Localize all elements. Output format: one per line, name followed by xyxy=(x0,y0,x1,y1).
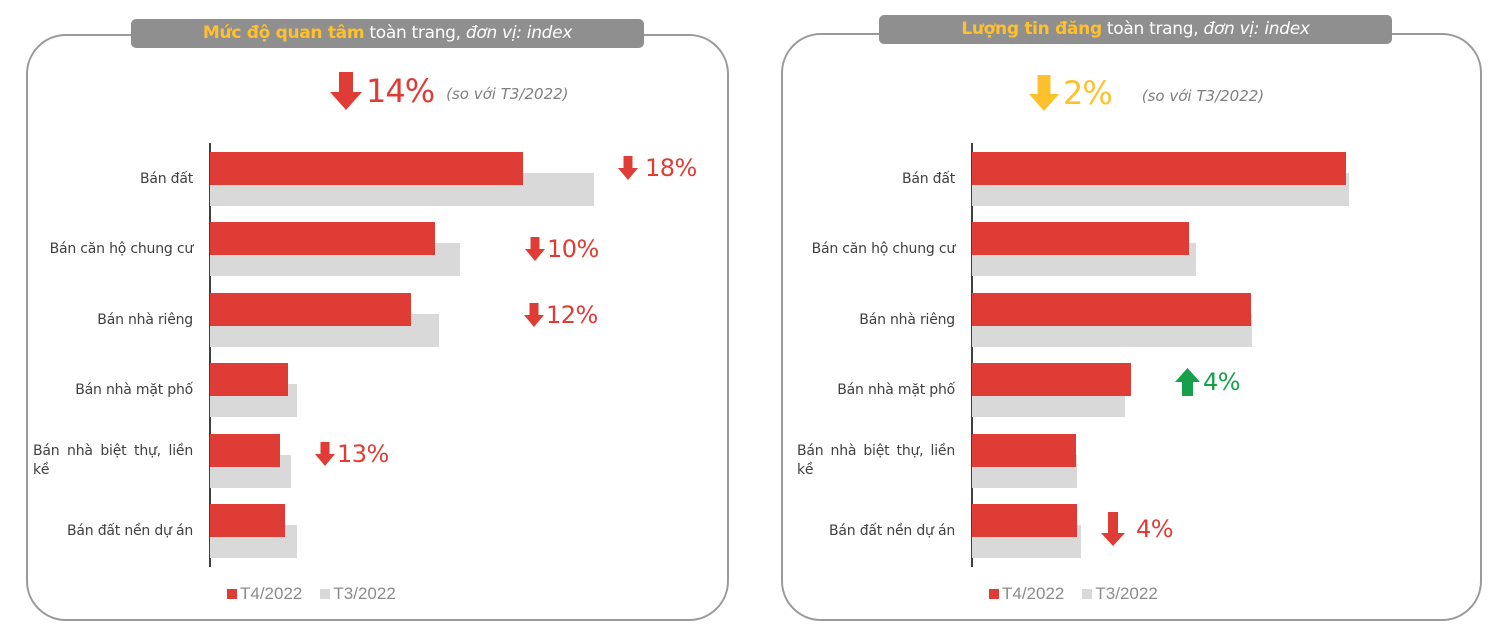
right-bar-t4-ban-dat xyxy=(972,152,1346,185)
left-bar-t4-nha-rieng xyxy=(210,293,411,326)
right-headline-pct: 2% xyxy=(1063,74,1113,112)
right-category-label: Bán căn hộ chung cư xyxy=(811,241,956,257)
left-headline: 14% (so với T3/2022) xyxy=(330,72,569,110)
right-category-label: Bán nhà mặt phố xyxy=(837,382,955,398)
left-y-axis xyxy=(209,143,211,567)
left-title-rest: toàn trang, xyxy=(364,23,466,43)
arrow-down-icon xyxy=(525,237,545,261)
left-panel-title: Mức độ quan tâm toàn trang, đơn vị: inde… xyxy=(131,19,644,48)
left-bar-t4-mat-pho xyxy=(210,363,288,396)
right-bar-t4-biet-thu xyxy=(972,434,1076,467)
right-delta-nen-du-an: 4% xyxy=(1101,512,1174,546)
right-bar-t4-can-ho xyxy=(972,222,1189,255)
left-bar-t4-ban-dat xyxy=(210,152,523,185)
right-category-label: Bán đất xyxy=(901,171,955,187)
left-category-label: Bán nhà riêng xyxy=(97,312,193,328)
left-delta-can-ho: 10% xyxy=(525,235,599,263)
right-title-unit: đơn vị: index xyxy=(1203,19,1310,39)
legend-item-current: T4/2022 xyxy=(227,584,302,604)
left-category-label: Bán nhà mặt phố xyxy=(75,382,193,398)
arrow-up-icon xyxy=(1175,368,1200,396)
left-category-label: Bán nhà biệt thự, liền kề xyxy=(33,443,193,478)
left-bar-t4-biet-thu xyxy=(210,434,280,467)
right-category-label: Bán nhà riêng xyxy=(859,312,955,328)
legend-swatch-gray xyxy=(320,589,331,599)
legend-item-previous: T3/2022 xyxy=(1082,584,1158,604)
left-title-highlight: Mức độ quan tâm xyxy=(202,23,365,43)
left-headline-note: (so với T3/2022) xyxy=(446,85,569,103)
right-y-axis xyxy=(971,143,973,567)
right-headline-note: (so với T3/2022) xyxy=(1141,87,1265,105)
left-delta-biet-thu: 13% xyxy=(315,440,389,468)
legend-swatch-red xyxy=(989,589,999,599)
legend-item-current: T4/2022 xyxy=(989,584,1064,604)
left-title-unit: đơn vị: index xyxy=(465,23,573,43)
left-legend: T4/2022 T3/2022 xyxy=(227,584,414,604)
arrow-down-icon xyxy=(524,303,544,327)
left-category-label: Bán đất xyxy=(139,171,193,187)
left-headline-pct: 14% xyxy=(366,72,435,110)
right-category-label: Bán đất nền dự án xyxy=(829,523,955,539)
left-category-label: Bán căn hộ chung cư xyxy=(49,241,194,257)
left-bar-t4-nen-du-an xyxy=(210,504,285,537)
legend-swatch-red xyxy=(227,589,237,599)
legend-item-previous: T3/2022 xyxy=(320,584,396,604)
left-bar-t4-can-ho xyxy=(210,222,435,255)
right-bar-t4-nen-du-an xyxy=(972,504,1077,537)
arrow-down-icon xyxy=(618,156,638,180)
right-delta-mat-pho: 4% xyxy=(1175,368,1241,396)
right-legend: T4/2022 T3/2022 xyxy=(989,584,1176,604)
right-panel-title: Lượng tin đăng toàn trang, đơn vị: index xyxy=(879,15,1392,44)
right-title-highlight: Lượng tin đăng xyxy=(961,19,1102,39)
arrow-down-icon xyxy=(1101,512,1125,546)
right-headline: 2% (so với T3/2022) xyxy=(1029,74,1264,112)
arrow-down-icon xyxy=(1029,75,1059,111)
left-delta-ban-dat: 18% xyxy=(618,154,697,182)
left-delta-nha-rieng: 12% xyxy=(524,301,598,329)
legend-swatch-gray xyxy=(1082,589,1093,599)
arrow-down-icon xyxy=(315,442,335,466)
right-bar-t4-nha-rieng xyxy=(972,293,1251,326)
right-title-rest: toàn trang, xyxy=(1101,19,1204,39)
arrow-down-icon xyxy=(330,72,362,110)
left-category-label: Bán đất nền dự án xyxy=(67,523,193,539)
right-category-label: Bán nhà biệt thự, liền kề xyxy=(797,443,955,478)
right-bar-t4-mat-pho xyxy=(972,363,1131,396)
